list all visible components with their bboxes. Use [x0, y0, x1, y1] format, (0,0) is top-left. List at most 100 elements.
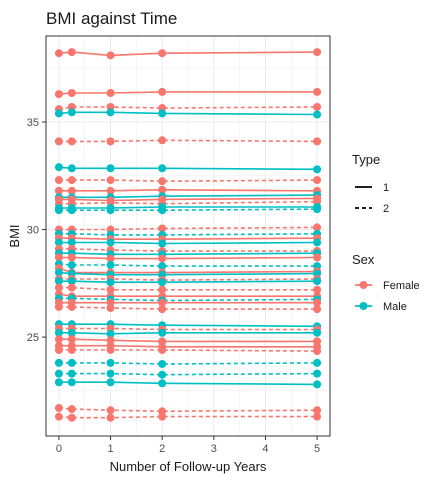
data-point — [313, 298, 322, 307]
data-point — [67, 261, 76, 270]
data-point — [106, 278, 115, 287]
data-point — [158, 177, 167, 186]
chart-title: BMI against Time — [46, 9, 177, 28]
data-point — [54, 277, 63, 286]
panel-border — [45, 35, 331, 437]
data-point — [106, 285, 115, 294]
data-point — [313, 305, 322, 314]
data-point — [158, 278, 167, 287]
data-point — [67, 277, 76, 286]
data-point — [67, 369, 76, 378]
data-point — [54, 302, 63, 311]
data-point — [67, 176, 76, 185]
data-point — [67, 48, 76, 57]
data-point — [158, 298, 167, 307]
data-point — [67, 335, 76, 344]
data-point — [313, 87, 322, 96]
data-point — [54, 328, 63, 337]
data-point — [106, 413, 115, 422]
data-point — [54, 109, 63, 118]
x-axis-title: Number of Follow-up Years — [110, 459, 267, 474]
data-point — [54, 137, 63, 146]
data-point — [313, 176, 322, 185]
y-tick-label: 30 — [27, 225, 39, 237]
data-point — [67, 137, 76, 146]
data-point — [313, 285, 322, 294]
data-point — [313, 238, 322, 247]
data-point — [67, 108, 76, 117]
x-tick-label: 0 — [56, 443, 62, 455]
data-point — [54, 163, 63, 172]
data-point — [313, 277, 322, 286]
legend-sex: Sex Female Male — [352, 252, 420, 313]
data-point — [313, 110, 322, 119]
data-point — [67, 302, 76, 311]
data-point — [158, 412, 167, 421]
legend-sex-title: Sex — [352, 252, 375, 267]
data-point — [106, 358, 115, 367]
legend-key-point — [359, 281, 368, 289]
data-point — [106, 369, 115, 378]
data-point — [158, 224, 167, 233]
data-point — [158, 328, 167, 337]
series-line — [58, 188, 318, 192]
data-point — [67, 358, 76, 367]
data-point — [67, 413, 76, 422]
data-point — [158, 379, 167, 388]
data-point — [67, 253, 76, 262]
data-point — [54, 206, 63, 215]
data-point — [54, 369, 63, 378]
data-point — [158, 164, 167, 173]
data-point — [106, 186, 115, 195]
data-point — [106, 176, 115, 185]
data-point — [67, 378, 76, 387]
x-tick-label: 4 — [262, 443, 268, 455]
x-tick-label: 5 — [314, 443, 320, 455]
data-point — [106, 88, 115, 97]
data-point — [313, 347, 322, 356]
series-line — [58, 233, 318, 236]
data-point — [67, 186, 76, 195]
data-point — [313, 369, 322, 378]
data-point — [106, 164, 115, 173]
data-point — [106, 406, 115, 415]
data-point — [313, 253, 322, 262]
data-point — [158, 345, 167, 354]
data-point — [158, 285, 167, 294]
series-line — [58, 372, 318, 376]
y-tick-label: 35 — [27, 117, 39, 129]
data-point — [158, 206, 167, 215]
data-point — [158, 305, 167, 314]
data-point — [158, 136, 167, 145]
data-point — [106, 51, 115, 60]
legend-type-title: Type — [352, 152, 380, 167]
data-point — [67, 283, 76, 292]
data-point — [54, 186, 63, 195]
data-point — [54, 90, 63, 99]
data-point — [106, 254, 115, 263]
data-point — [106, 137, 115, 146]
data-point — [67, 328, 76, 337]
y-axis-title: BMI — [7, 224, 22, 247]
series-line — [58, 256, 318, 260]
legend-sex-label: Female — [383, 280, 420, 292]
data-point — [313, 205, 322, 214]
legend-key-point — [359, 302, 368, 310]
series-line — [58, 139, 318, 143]
data-point — [67, 88, 76, 97]
data-point — [106, 238, 115, 247]
data-point — [158, 254, 167, 263]
data-point — [313, 358, 322, 367]
data-point — [158, 239, 167, 248]
series-line — [58, 179, 318, 183]
series-line — [58, 278, 318, 281]
x-tick-label: 3 — [211, 443, 217, 455]
data-point — [67, 345, 76, 354]
data-point — [158, 87, 167, 96]
data-point — [67, 164, 76, 173]
series-line — [58, 241, 318, 245]
data-point — [54, 176, 63, 185]
data-point — [54, 238, 63, 247]
data-point — [54, 358, 63, 367]
